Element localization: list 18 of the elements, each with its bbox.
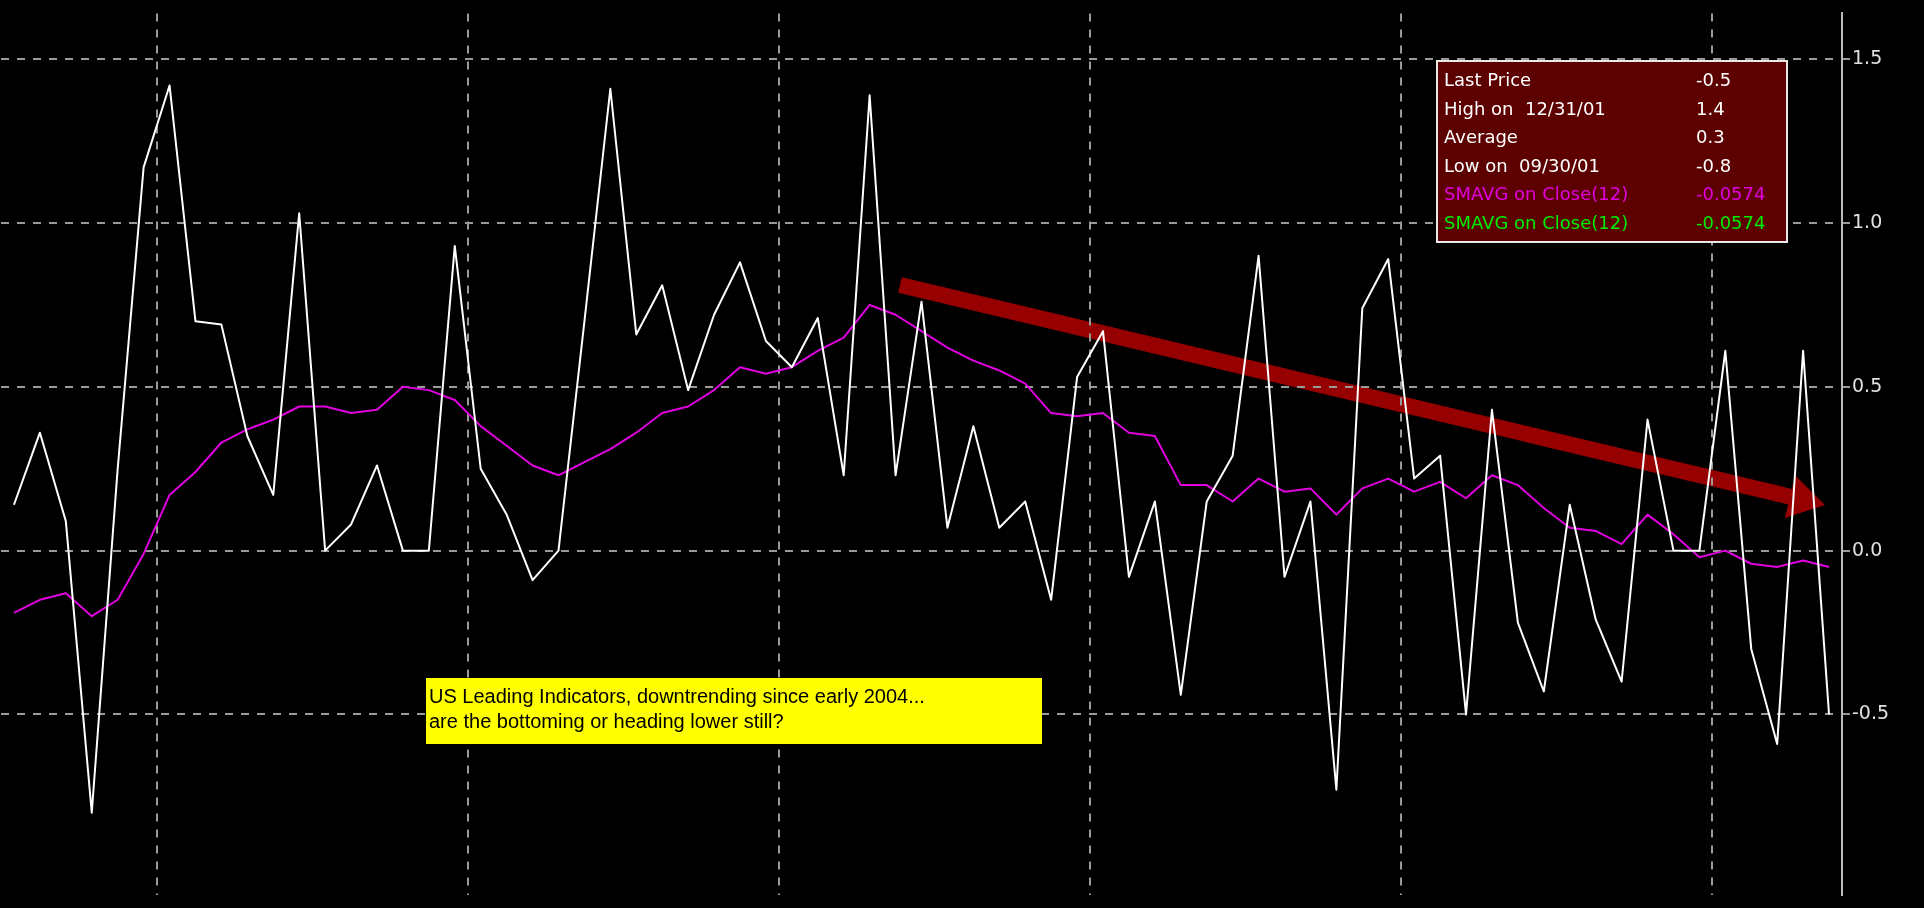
annotation: Last Price — [1444, 68, 1533, 92]
annotation: -0.0574 — [1696, 182, 1766, 206]
y-tick-label: 0.5 — [1852, 373, 1883, 396]
annotation: 0.3 — [1696, 125, 1725, 149]
annotation: 1.4 — [1696, 96, 1725, 121]
y-tick-label: 0.0 — [1852, 537, 1883, 560]
y-tick-label: 1.5 — [1852, 46, 1883, 69]
y-tick-label: 1.0 — [1852, 209, 1883, 232]
y-tick-label: -0.5 — [1852, 701, 1890, 724]
annotation: -0.5 — [1696, 68, 1732, 92]
annotation: -0.8 — [1696, 153, 1732, 178]
annotation: SMAVG on Close(12) — [1444, 210, 1630, 235]
note-box: US Leading Indicators, downtrending since early 2004... are the bottoming or heading lower still? — [426, 678, 1042, 744]
annotation: Low on 09/30/01 — [1444, 153, 1601, 178]
annotation: High on 12/31/01 — [1444, 96, 1607, 121]
annotation: SMAVG on Close(12) — [1444, 182, 1630, 206]
annotation: -0.0574 — [1696, 210, 1766, 235]
annotation: Average — [1444, 125, 1519, 149]
